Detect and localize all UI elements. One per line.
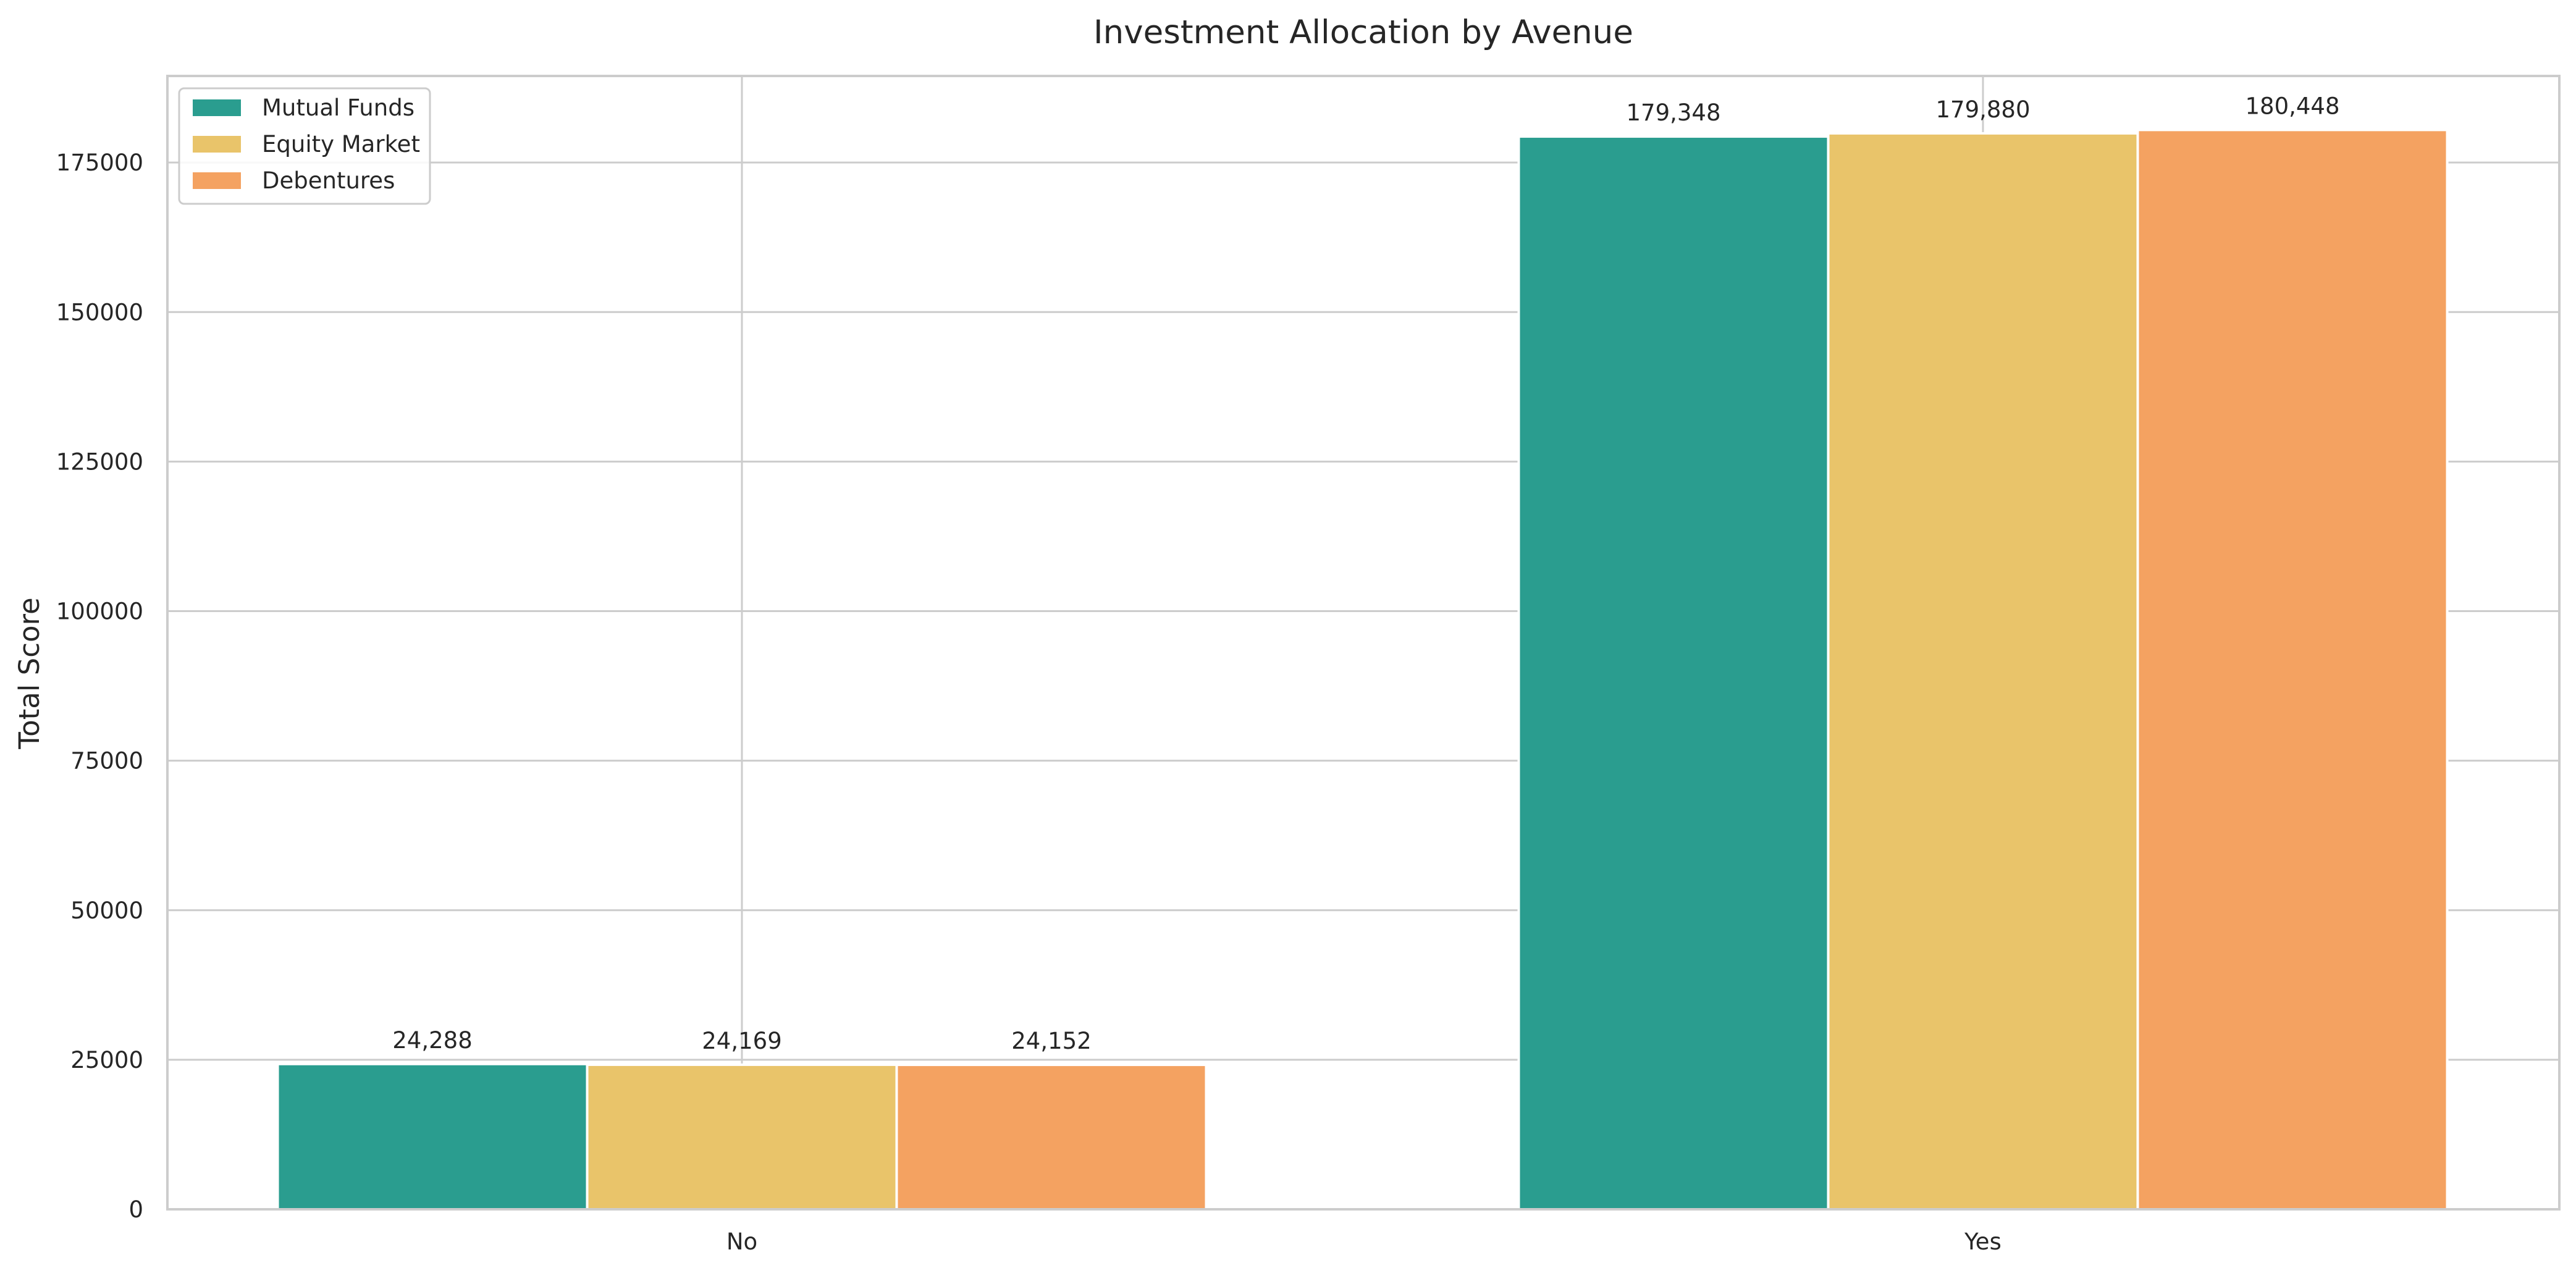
legend-swatch	[193, 136, 241, 153]
y-tick-label: 125000	[56, 448, 143, 475]
bar-debentures-no	[895, 1064, 1208, 1211]
data-label: 179,880	[1935, 96, 2030, 123]
data-label: 179,348	[1626, 99, 1720, 126]
bars	[276, 128, 2449, 1211]
y-axis-ticks: 0 25000 50000 75000 100000 125000 150000 175000	[56, 149, 143, 1223]
chart-title: Investment Allocation by Avenue	[1093, 14, 1633, 51]
legend-swatch	[193, 99, 241, 116]
y-tick-label: 175000	[56, 149, 143, 176]
legend-box	[178, 87, 431, 205]
legend-swatch	[193, 172, 241, 189]
legend-label: Debentures	[262, 167, 395, 194]
data-label: 24,288	[392, 1027, 472, 1054]
bar-debentures-yes	[2136, 128, 2449, 1211]
plot-border	[166, 75, 2561, 1211]
y-tick-label: 0	[128, 1196, 143, 1223]
value-labels: 24,288 179,348 24,169 179,880 24,152 180,448	[392, 93, 2339, 1054]
data-label: 24,152	[1011, 1028, 1091, 1054]
legend: Mutual Funds Equity Market Debentures	[178, 87, 431, 205]
bar-mutual-funds-no	[276, 1062, 589, 1211]
x-tick-label: No	[726, 1228, 757, 1255]
y-tick-label: 75000	[70, 748, 143, 774]
legend-label: Mutual Funds	[262, 94, 415, 121]
y-tick-label: 50000	[70, 897, 143, 924]
bar-mutual-funds-yes	[1517, 135, 1830, 1211]
y-tick-label: 150000	[56, 299, 143, 325]
y-tick-label: 100000	[56, 598, 143, 625]
plot-frame	[166, 75, 2561, 1211]
bar-equity-market-no	[586, 1063, 898, 1211]
x-tick-label: Yes	[1964, 1228, 2001, 1255]
y-axis-title: Total Score	[13, 597, 46, 749]
x-axis-ticks: No Yes	[726, 1228, 2001, 1255]
bar-equity-market-yes	[1827, 132, 2139, 1211]
y-tick-label: 25000	[70, 1047, 143, 1073]
legend-label: Equity Market	[262, 131, 420, 157]
data-label: 180,448	[2245, 93, 2339, 119]
data-label: 24,169	[702, 1028, 781, 1054]
